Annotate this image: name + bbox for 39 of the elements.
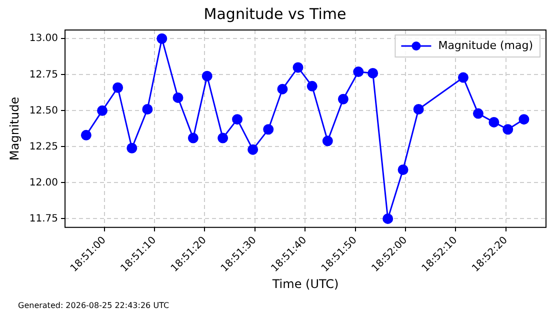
y-axis-title: Magnitude — [7, 96, 22, 160]
point — [202, 70, 212, 82]
point — [338, 94, 348, 104]
point — [382, 213, 394, 224]
point — [142, 104, 153, 114]
y-tick-label: 12.75 — [29, 69, 58, 80]
point — [518, 114, 530, 125]
point — [398, 164, 408, 175]
point — [188, 132, 198, 144]
point — [277, 84, 288, 94]
point — [413, 104, 424, 114]
y-tick-label: 11.75 — [29, 213, 58, 224]
point — [232, 114, 243, 125]
y-tick-label: 13.00 — [29, 33, 58, 44]
point — [488, 116, 500, 128]
point — [248, 144, 258, 155]
text: Generated: 2026-08-25 22:43:26 UTC — [18, 301, 170, 310]
point — [306, 80, 318, 92]
point — [218, 132, 228, 144]
point — [322, 136, 333, 146]
y-tick-label: 12.25 — [29, 141, 58, 152]
point — [97, 105, 108, 116]
y-tick-label: 12.50 — [29, 105, 58, 116]
point — [472, 108, 484, 119]
y-tick-label: 12.00 — [29, 177, 58, 188]
x-axis-title: Time (UTC) — [271, 276, 339, 291]
chart-title: Magnitude vs Time — [204, 4, 346, 23]
point — [126, 142, 138, 154]
point — [502, 124, 514, 135]
point — [368, 68, 378, 78]
point — [112, 82, 124, 93]
point — [292, 62, 304, 73]
point — [172, 92, 184, 103]
point — [156, 33, 168, 44]
point — [458, 72, 468, 83]
legend-label: Magnitude (mag) — [438, 38, 533, 52]
point — [263, 124, 274, 135]
point — [80, 130, 92, 140]
point — [353, 66, 364, 78]
